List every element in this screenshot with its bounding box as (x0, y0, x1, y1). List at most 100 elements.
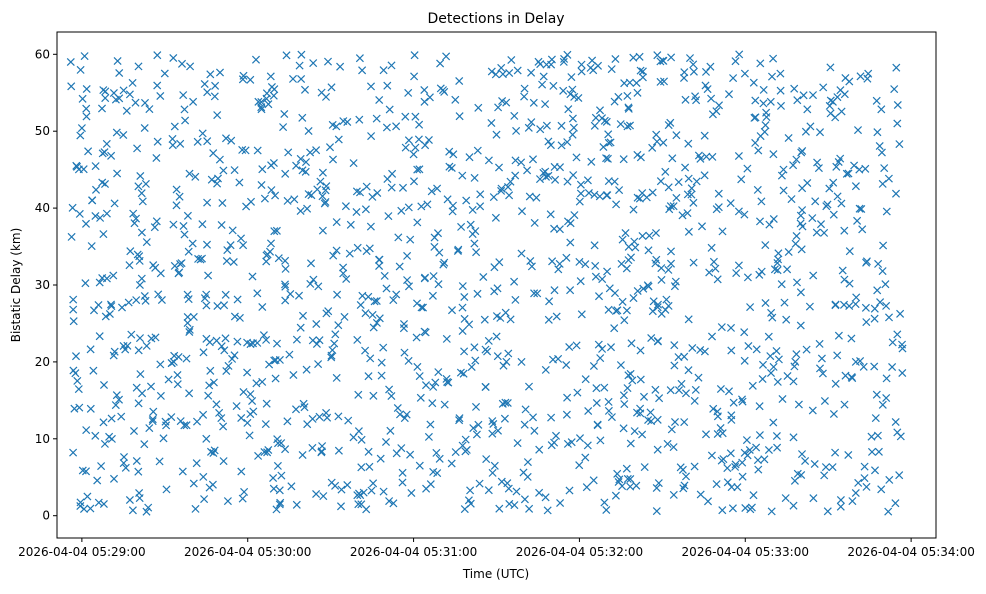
data-point (333, 290, 342, 299)
data-point (535, 175, 545, 184)
data-point (189, 97, 198, 106)
data-point (202, 240, 212, 249)
data-point (460, 505, 469, 514)
data-point (664, 265, 673, 274)
data-point (533, 289, 542, 298)
data-point (235, 313, 244, 322)
data-point (798, 222, 807, 231)
data-point (358, 66, 367, 75)
data-point (893, 100, 902, 110)
data-point (700, 347, 709, 356)
data-point (793, 96, 802, 105)
data-point (618, 297, 627, 306)
data-point (321, 92, 331, 101)
data-point (491, 213, 500, 222)
data-point (520, 84, 529, 93)
data-point (723, 464, 732, 473)
data-point (591, 261, 600, 270)
data-point (230, 351, 239, 360)
data-point (878, 400, 887, 409)
data-point (610, 97, 619, 106)
data-point (264, 100, 273, 109)
data-point (506, 315, 515, 324)
data-point (799, 91, 808, 100)
data-point (77, 124, 86, 133)
data-point (451, 448, 460, 457)
data-point (357, 435, 366, 444)
data-point (134, 182, 143, 191)
data-point (581, 375, 590, 384)
data-point (410, 51, 419, 60)
data-point (354, 390, 363, 399)
data-point (510, 277, 519, 286)
data-point (215, 68, 225, 77)
data-point (568, 130, 577, 139)
data-point (505, 191, 514, 200)
data-point (791, 357, 800, 366)
data-point (292, 335, 301, 344)
data-point (535, 445, 544, 454)
data-point (592, 384, 601, 393)
data-point (848, 374, 857, 383)
data-point (591, 113, 600, 122)
data-point (185, 325, 194, 334)
data-point (238, 145, 247, 154)
data-point (289, 370, 298, 380)
y-axis-label: Bistatic Delay (km) (9, 228, 23, 343)
data-point (525, 504, 534, 513)
data-point (563, 138, 572, 147)
data-point (315, 336, 324, 345)
data-point (124, 298, 133, 307)
data-point (848, 497, 857, 506)
data-point (395, 410, 405, 419)
data-point (472, 248, 481, 257)
data-point (882, 393, 891, 403)
data-point (168, 141, 177, 150)
data-point (656, 57, 665, 66)
data-point (842, 169, 851, 178)
data-point (434, 280, 443, 289)
data-point (627, 339, 636, 348)
data-point (102, 274, 111, 283)
data-point (131, 98, 140, 107)
data-point (589, 476, 598, 485)
data-point (292, 161, 301, 170)
data-point (132, 296, 141, 305)
data-point (352, 207, 361, 217)
data-point (253, 289, 262, 298)
data-point (872, 96, 881, 105)
data-point (281, 256, 290, 265)
data-point (870, 362, 879, 371)
data-point (292, 500, 301, 509)
data-point (89, 306, 99, 315)
data-point (612, 200, 621, 209)
data-point (197, 254, 207, 263)
data-point (114, 395, 124, 404)
data-point (229, 257, 238, 267)
data-point (248, 396, 257, 406)
data-point (620, 79, 629, 88)
data-point (784, 133, 793, 143)
data-point (145, 424, 154, 433)
data-point (394, 233, 403, 242)
data-point (385, 497, 394, 506)
data-point (683, 190, 692, 199)
data-point (754, 146, 763, 155)
data-point (135, 494, 144, 503)
data-point (365, 462, 374, 471)
data-point (69, 448, 78, 457)
data-point (332, 246, 341, 255)
data-point (497, 63, 506, 72)
data-point (748, 381, 757, 390)
data-point (874, 447, 883, 456)
x-tick-label: 2026-04-04 05:33:00 (682, 545, 809, 559)
data-point (413, 218, 422, 227)
data-point (690, 396, 699, 405)
data-point (273, 439, 283, 448)
data-point (740, 356, 749, 365)
data-point (215, 408, 224, 417)
data-point (649, 297, 658, 306)
data-point (703, 497, 713, 506)
data-point (836, 502, 845, 511)
